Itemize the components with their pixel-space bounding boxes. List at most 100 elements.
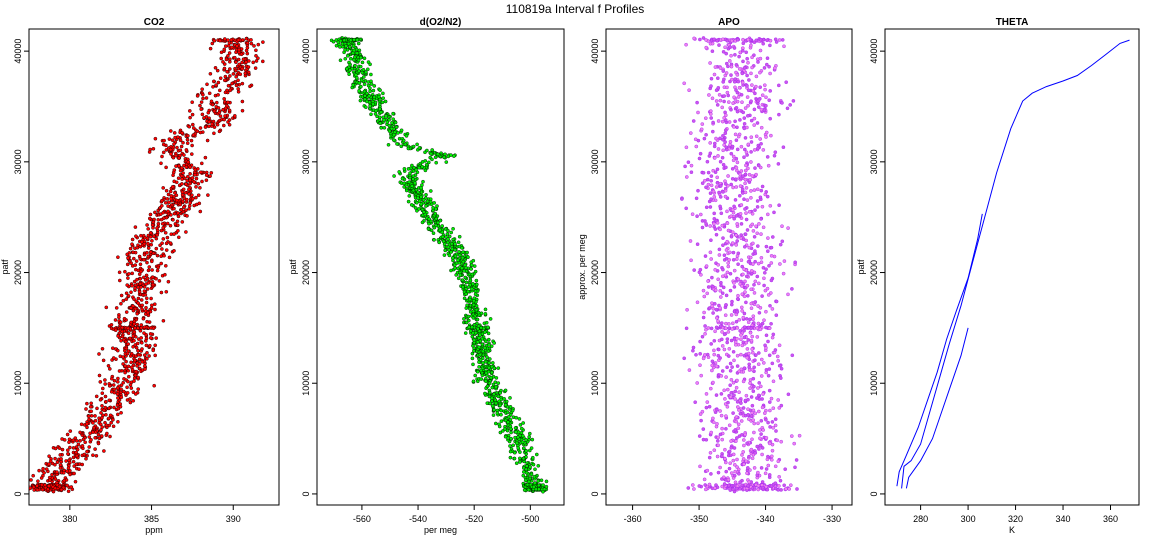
- data-point: [719, 283, 723, 288]
- data-point: [415, 142, 419, 147]
- data-point: [712, 211, 717, 216]
- data-point: [71, 438, 76, 443]
- data-point: [741, 379, 746, 384]
- data-point: [525, 464, 529, 468]
- data-point: [692, 36, 696, 41]
- data-point: [219, 50, 224, 55]
- data-point: [700, 219, 705, 223]
- data-point: [721, 133, 725, 138]
- data-point: [721, 148, 726, 153]
- data-point: [67, 437, 72, 442]
- data-point: [749, 189, 753, 193]
- data-point: [146, 241, 150, 246]
- data-point: [140, 359, 145, 364]
- data-point: [184, 230, 188, 234]
- data-point: [432, 225, 437, 230]
- data-point: [153, 210, 157, 215]
- data-point: [766, 163, 771, 168]
- data-point: [729, 182, 734, 187]
- data-point: [724, 51, 729, 56]
- data-point: [75, 453, 79, 458]
- data-point: [687, 88, 691, 92]
- data-point: [161, 150, 166, 155]
- data-point: [709, 257, 714, 261]
- data-point: [344, 66, 349, 71]
- data-point: [764, 244, 769, 249]
- data-point: [23, 486, 26, 489]
- panel-title-apo: APO: [718, 17, 740, 28]
- data-point: [126, 342, 130, 346]
- data-point: [753, 358, 757, 363]
- data-point: [521, 473, 526, 478]
- data-point: [236, 78, 240, 83]
- data-point: [732, 216, 737, 221]
- data-point: [473, 373, 478, 378]
- data-point: [767, 98, 772, 102]
- data-point: [716, 119, 721, 123]
- data-point: [730, 299, 734, 304]
- data-point: [751, 376, 756, 381]
- data-point: [734, 385, 739, 390]
- data-point: [514, 461, 519, 466]
- data-point: [741, 41, 746, 46]
- data-point: [777, 484, 781, 488]
- data-point: [724, 165, 728, 170]
- data-point: [426, 160, 431, 165]
- data-point: [391, 132, 396, 137]
- data-point: [721, 267, 725, 272]
- data-point: [720, 337, 724, 342]
- data-point: [719, 374, 724, 378]
- data-point: [485, 355, 489, 360]
- data-point: [738, 480, 742, 485]
- data-point: [125, 351, 130, 356]
- data-point: [750, 347, 755, 351]
- data-point: [749, 160, 753, 164]
- data-point: [743, 290, 747, 294]
- data-point: [758, 70, 762, 75]
- data-point: [749, 338, 754, 343]
- data-point: [159, 161, 163, 166]
- data-point: [720, 105, 725, 110]
- data-point: [424, 204, 428, 208]
- data-point: [199, 107, 203, 111]
- data-point: [216, 93, 220, 97]
- data-point: [733, 177, 738, 181]
- data-point: [130, 271, 134, 276]
- data-point: [731, 158, 736, 163]
- plot-frame-co2: [28, 28, 280, 506]
- data-point: [48, 478, 52, 483]
- data-point: [208, 72, 213, 76]
- data-point: [740, 343, 745, 348]
- data-point: [724, 426, 728, 431]
- x-tick-label: 360: [1103, 514, 1118, 524]
- data-point: [236, 87, 240, 91]
- data-point: [352, 37, 356, 42]
- data-point: [91, 421, 95, 425]
- data-point: [718, 465, 722, 470]
- data-point: [382, 126, 387, 130]
- data-point: [750, 334, 755, 339]
- data-point: [461, 259, 466, 264]
- data-point: [396, 131, 400, 135]
- data-point: [767, 367, 772, 371]
- data-point: [103, 378, 107, 382]
- data-point: [128, 383, 133, 387]
- data-point: [727, 120, 732, 124]
- data-point: [715, 407, 719, 412]
- data-point: [176, 228, 180, 233]
- data-point: [752, 365, 757, 370]
- data-point: [786, 292, 790, 297]
- data-point: [229, 45, 234, 50]
- data-point: [185, 174, 190, 179]
- y-tick-label: 40000: [590, 39, 600, 64]
- data-point: [714, 393, 719, 397]
- data-point: [740, 71, 745, 76]
- data-point: [161, 142, 166, 147]
- data-point: [778, 262, 782, 266]
- data-point: [699, 127, 704, 132]
- data-point: [416, 196, 420, 200]
- data-point: [104, 423, 109, 428]
- data-point: [689, 258, 693, 263]
- data-point: [782, 483, 787, 488]
- data-point: [483, 339, 488, 344]
